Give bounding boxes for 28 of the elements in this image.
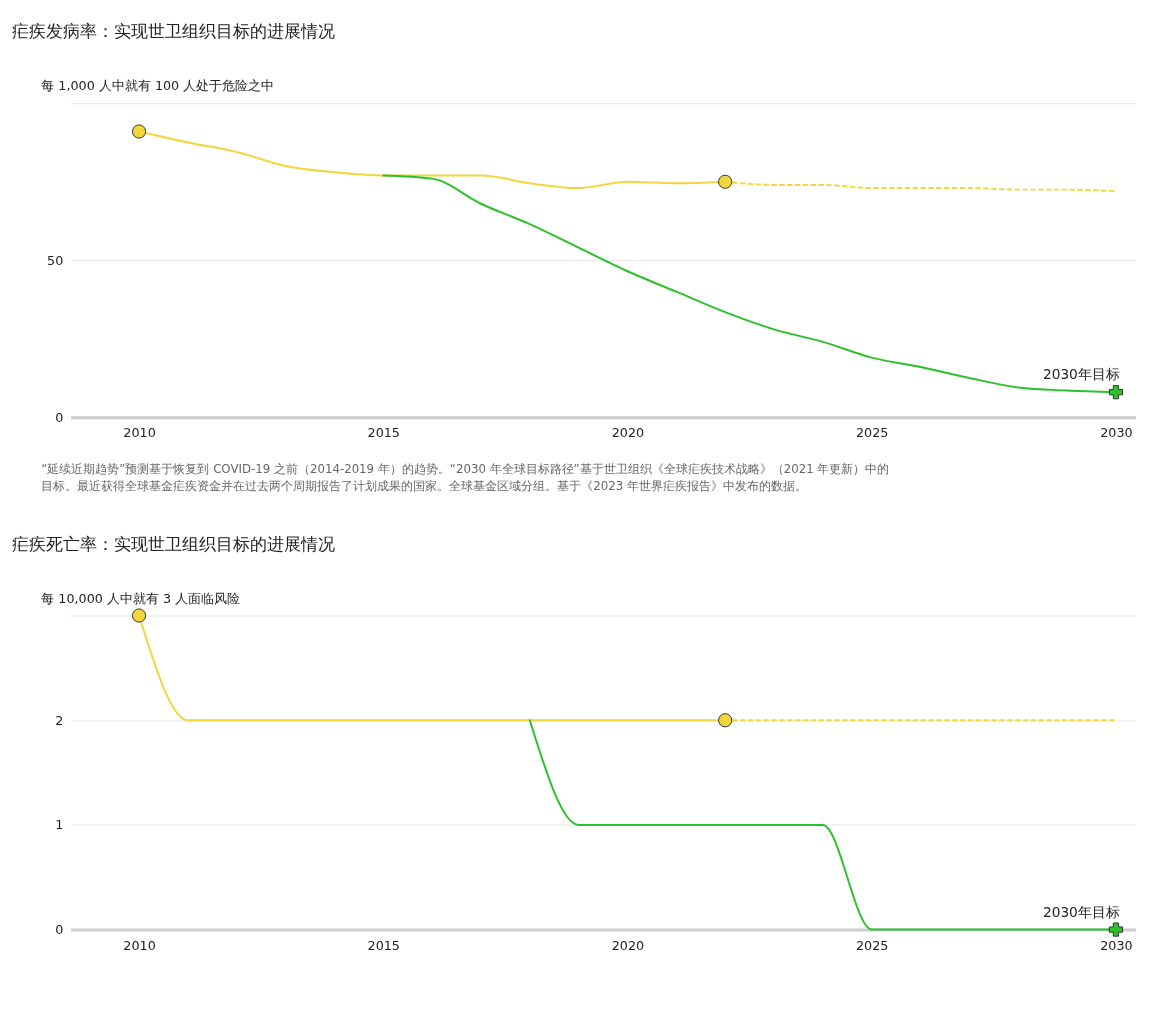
point [1108,922,1123,937]
text: “延续近期趋势”预测基于恢复到 COVID-19 之前（2014-2019 年）的趋势。“2030 年全球目标路径”基于世卫组织《全球疟疾技术战略》（2021 年更新）中的目标。最近获得全球基金疟疾资金并在过去两个周期报告了计划成果的国家。全球基金区域分组。基于《2023 年世界疟疾报告》中发布的数据。 [41,462,890,493]
x-tick-label: 2030 [1100,937,1133,953]
x-tick-label: 2015 [367,425,400,441]
y-tick-label: 50 [47,252,64,268]
chart-title: 疟疾发病率：实现世卫组织目标的进展情况 [11,22,335,42]
point [718,174,733,189]
annotation: 2030年目标 [1042,903,1120,920]
y-tick-label: 0 [55,921,64,937]
x-tick-label: 2010 [123,425,156,441]
y-tick-label: 0 [55,409,64,425]
x-tick-label: 2015 [367,937,400,953]
point [1108,385,1123,400]
x-tick-label: 2020 [611,937,645,953]
point [718,713,733,728]
point [131,124,147,139]
chart-title: 疟疾死亡率：实现世卫组织目标的进展情况 [11,534,335,554]
x-tick-label: 2010 [123,937,156,953]
x-tick-label: 2025 [855,425,889,441]
y-axis-title: 每 10,000 人中就有 3 人面临风险 [41,590,241,606]
y-axis-title: 每 1,000 人中就有 100 人处于危险之中 [41,78,275,94]
y-tick-label: 1 [55,817,64,833]
x-tick-label: 2030 [1100,425,1133,441]
x-tick-label: 2025 [855,937,889,953]
x-tick-label: 2020 [611,425,645,441]
point [131,608,147,623]
annotation: 2030年目标 [1042,366,1120,383]
y-tick-label: 2 [55,712,64,728]
